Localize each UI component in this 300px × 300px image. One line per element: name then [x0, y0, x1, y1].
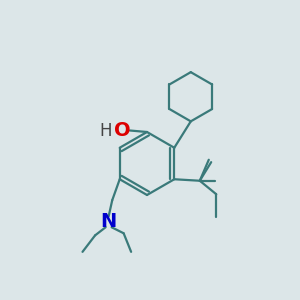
Text: H: H — [100, 122, 112, 140]
Text: O: O — [114, 121, 130, 140]
Text: N: N — [100, 212, 117, 231]
